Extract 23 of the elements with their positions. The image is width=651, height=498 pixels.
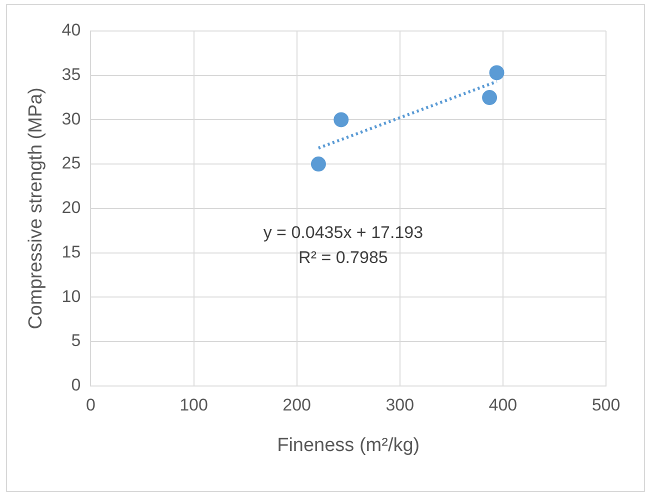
point [334, 112, 349, 128]
x-tick-label: 500 [592, 396, 620, 415]
point [489, 65, 504, 80]
x-tick-label: 400 [488, 396, 518, 415]
y-tick-label: 25 [62, 154, 81, 173]
point [482, 90, 498, 106]
x-tick-label: 0 [86, 396, 96, 415]
y-tick-label: 5 [71, 331, 81, 350]
y-tick-label: 15 [62, 242, 81, 262]
annotation: R² = 0.7985 [298, 248, 388, 267]
y-tick-label: 20 [62, 198, 81, 218]
x-tick-label: 300 [386, 396, 414, 415]
y-tick-label: 30 [62, 109, 81, 128]
y-tick-label: 10 [62, 286, 81, 306]
y-axis-title: Compressive strength (MPa) [26, 88, 47, 330]
annotation: y = 0.0435x + 17.193 [263, 222, 424, 242]
y-tick-label: 40 [62, 20, 81, 40]
y-tick-label: 0 [71, 375, 81, 394]
y-tick-label: 35 [62, 65, 81, 84]
point [310, 156, 326, 172]
x-tick-label: 200 [282, 396, 312, 415]
x-axis-title: Fineness (m²/kg) [277, 434, 420, 456]
x-tick-label: 100 [180, 396, 208, 415]
